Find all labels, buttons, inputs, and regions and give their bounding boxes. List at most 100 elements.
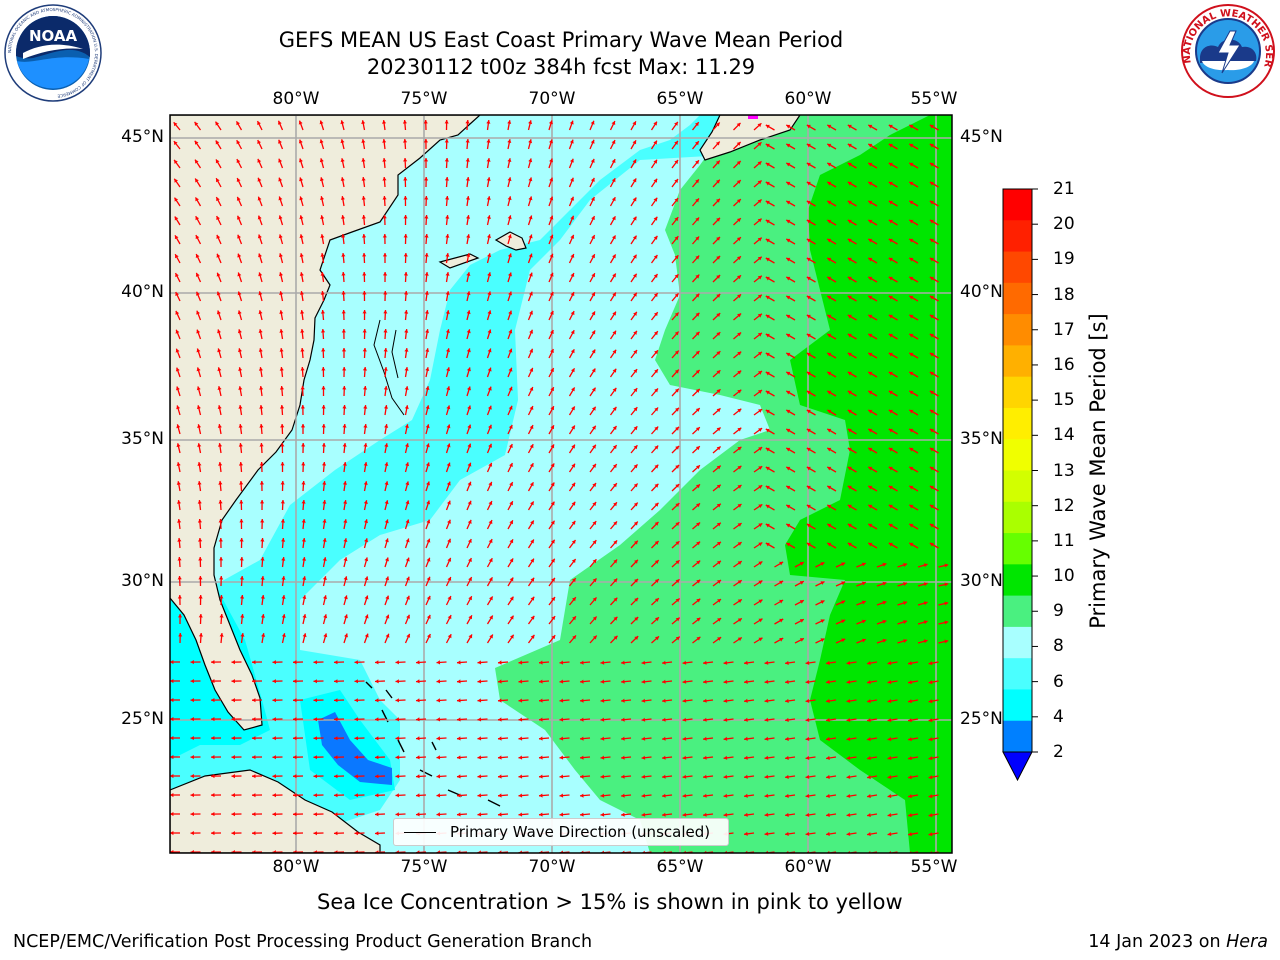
wave-arrow-head xyxy=(846,661,851,665)
wave-arrow-head xyxy=(258,329,263,333)
wave-arrow-head xyxy=(416,698,420,703)
wave-arrow-head xyxy=(341,253,346,257)
wave-arrow-head xyxy=(841,562,846,567)
wave-arrow-head xyxy=(361,196,366,200)
wave-arrow-head xyxy=(436,755,441,760)
wave-arrow-head xyxy=(695,236,700,241)
wave-arrow-head xyxy=(403,158,408,162)
wave-arrow-head xyxy=(219,614,224,618)
wave-arrow-head xyxy=(868,257,873,262)
wave-arrow-head xyxy=(696,579,701,584)
wave-arrow-head xyxy=(847,295,852,300)
wave-arrow-head xyxy=(416,736,420,741)
wave-arrow-head xyxy=(785,698,789,703)
wave-arrow-head xyxy=(868,466,873,471)
wave-arrow-head xyxy=(695,160,699,165)
wave-arrow-head xyxy=(662,736,666,741)
wave-arrow-head xyxy=(799,562,804,566)
wave-arrow-head xyxy=(580,755,584,760)
wave-arrow-head xyxy=(621,736,625,741)
colorbar-swatch xyxy=(1003,470,1032,503)
wave-arrow-head xyxy=(847,504,852,509)
wave-arrow-head xyxy=(929,200,934,205)
colorbar-label: 16 xyxy=(1053,354,1075,375)
wave-arrow-head xyxy=(375,831,379,836)
wave-arrow-head xyxy=(240,614,245,618)
lon-tick-bottom: 65°W xyxy=(656,857,704,877)
wave-arrow-head xyxy=(846,680,851,684)
wave-arrow-head xyxy=(322,538,327,542)
wave-arrow-head xyxy=(548,120,553,125)
wave-arrow-head xyxy=(827,333,832,338)
wave-arrow-head xyxy=(259,424,264,428)
wave-arrow-head xyxy=(211,812,215,817)
wave-arrow-head xyxy=(716,198,720,203)
wave-arrow-head xyxy=(259,405,264,409)
wave-arrow-head xyxy=(846,832,851,836)
wave-arrow-head xyxy=(634,617,639,621)
wave-arrow-head xyxy=(404,367,409,371)
wave-arrow-head xyxy=(382,120,387,124)
wave-arrow-head xyxy=(723,660,728,665)
wave-arrow-head xyxy=(785,736,789,741)
wave-arrow-head xyxy=(909,181,914,186)
wave-arrow-head xyxy=(354,679,358,684)
wave-arrow-head xyxy=(488,462,493,467)
wave-arrow-head xyxy=(600,679,605,684)
wave-arrow-head xyxy=(302,595,307,599)
wave-arrow-head xyxy=(867,775,871,780)
wave-arrow-head xyxy=(888,504,893,509)
colorbar-swatch xyxy=(1003,439,1032,471)
wave-arrow-head xyxy=(613,597,618,602)
wave-arrow-head xyxy=(299,234,304,239)
wave-arrow-head xyxy=(252,812,256,817)
wave-arrow-head xyxy=(362,234,367,238)
wave-arrow-head xyxy=(847,523,852,528)
wave-arrow-head xyxy=(252,660,256,665)
wave-arrow-head xyxy=(446,443,451,448)
wave-arrow-head xyxy=(888,295,893,300)
wave-arrow-head xyxy=(703,793,707,798)
wave-arrow-head xyxy=(600,755,605,760)
wave-arrow-head xyxy=(909,162,914,167)
wave-arrow-head xyxy=(765,143,770,148)
wave-arrow-head xyxy=(382,253,387,257)
wave-arrow-head xyxy=(765,238,770,243)
noaa-logo-icon: NOAA NATIONAL OCEANIC AND ATMOSPHERIC AD… xyxy=(4,4,102,102)
wave-arrow-head xyxy=(467,481,472,486)
wave-arrow-head xyxy=(529,463,534,468)
wave-arrow-head xyxy=(198,633,203,637)
wave-arrow-head xyxy=(908,661,912,666)
wave-arrow-head xyxy=(765,409,770,414)
wave-arrow-head xyxy=(908,832,912,837)
wave-arrow-head xyxy=(744,774,748,779)
wave-arrow-head xyxy=(300,329,305,333)
wave-arrow-head xyxy=(211,660,215,665)
wave-arrow-head xyxy=(675,445,680,450)
wave-arrow-head xyxy=(405,481,410,486)
wave-arrow-head xyxy=(827,219,832,224)
wave-arrow-head xyxy=(847,409,852,414)
wave-arrow-head xyxy=(197,519,202,523)
wave-arrow-head xyxy=(319,177,324,182)
wave-arrow-head xyxy=(403,253,408,257)
wave-arrow-head xyxy=(634,597,639,602)
wave-arrow-head xyxy=(170,812,174,817)
wave-arrow-head xyxy=(786,162,791,167)
wave-arrow-head xyxy=(909,219,914,224)
nws-logo-icon: NATIONAL WEATHER SERVICE xyxy=(1178,3,1275,98)
wave-arrow-head xyxy=(313,660,317,665)
wave-arrow-head xyxy=(539,793,543,798)
wave-arrow-head xyxy=(468,558,472,562)
wave-arrow-head xyxy=(737,446,742,451)
wave-arrow-head xyxy=(177,500,181,504)
wave-arrow-head xyxy=(653,274,658,278)
wave-arrow-head xyxy=(467,405,472,410)
wave-arrow-head xyxy=(695,255,700,260)
wave-arrow-head xyxy=(867,680,871,685)
wave-arrow-head xyxy=(765,219,770,224)
wave-arrow-head xyxy=(467,443,472,448)
wave-arrow-head xyxy=(321,348,326,352)
wave-arrow-head xyxy=(340,196,345,200)
wave-arrow-head xyxy=(641,736,646,741)
